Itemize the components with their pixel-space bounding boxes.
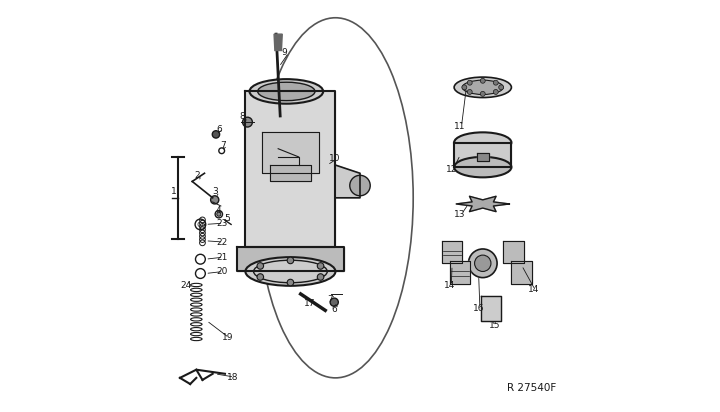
Text: 10: 10 <box>329 154 341 164</box>
Ellipse shape <box>246 257 336 286</box>
Circle shape <box>243 117 253 127</box>
Circle shape <box>330 298 338 306</box>
Circle shape <box>257 263 264 269</box>
Text: 8: 8 <box>239 112 245 121</box>
Circle shape <box>257 274 264 280</box>
Polygon shape <box>237 247 343 272</box>
Circle shape <box>350 176 370 196</box>
Text: 11: 11 <box>454 122 466 131</box>
Polygon shape <box>246 91 336 247</box>
Text: 19: 19 <box>222 333 233 342</box>
Circle shape <box>480 91 485 96</box>
Ellipse shape <box>258 82 315 101</box>
Text: 1: 1 <box>171 187 176 196</box>
Text: 16: 16 <box>472 304 484 313</box>
Polygon shape <box>336 165 360 198</box>
Circle shape <box>318 263 324 269</box>
Text: 4: 4 <box>216 206 222 215</box>
Polygon shape <box>450 261 470 284</box>
Circle shape <box>212 131 220 138</box>
Text: 3: 3 <box>212 187 217 196</box>
Polygon shape <box>270 165 311 181</box>
Polygon shape <box>477 153 489 161</box>
Text: 2: 2 <box>194 171 200 180</box>
Circle shape <box>217 212 221 216</box>
Polygon shape <box>511 261 532 284</box>
Text: 9: 9 <box>282 48 287 57</box>
Polygon shape <box>481 296 501 321</box>
Text: 12: 12 <box>446 165 457 174</box>
Circle shape <box>289 156 300 166</box>
Text: 6: 6 <box>216 124 222 133</box>
Circle shape <box>287 257 294 264</box>
Circle shape <box>493 80 498 85</box>
Ellipse shape <box>462 80 503 94</box>
Circle shape <box>474 255 491 272</box>
Text: 17: 17 <box>304 299 315 308</box>
Text: 14: 14 <box>528 286 539 295</box>
Text: 5: 5 <box>224 214 230 223</box>
Circle shape <box>462 85 467 90</box>
Text: 15: 15 <box>489 321 500 330</box>
Circle shape <box>469 249 497 278</box>
Circle shape <box>211 196 219 204</box>
Polygon shape <box>454 143 511 167</box>
Circle shape <box>287 279 294 286</box>
Ellipse shape <box>454 132 511 153</box>
Polygon shape <box>274 34 282 51</box>
Text: R 27540F: R 27540F <box>508 383 557 393</box>
Polygon shape <box>456 196 509 212</box>
Text: 6: 6 <box>331 304 337 314</box>
Polygon shape <box>262 132 319 173</box>
Text: 7: 7 <box>328 295 333 304</box>
Text: 23: 23 <box>216 219 228 228</box>
Text: 22: 22 <box>216 237 228 246</box>
Circle shape <box>480 78 485 83</box>
Text: 24: 24 <box>181 281 192 290</box>
Circle shape <box>467 89 472 94</box>
Text: 21: 21 <box>216 253 228 262</box>
Ellipse shape <box>454 77 511 98</box>
Circle shape <box>318 274 324 280</box>
Polygon shape <box>503 241 523 263</box>
Text: 20: 20 <box>216 267 228 276</box>
Polygon shape <box>442 241 462 263</box>
Text: 7: 7 <box>220 141 226 150</box>
Circle shape <box>493 89 498 94</box>
Text: 14: 14 <box>444 281 455 290</box>
Ellipse shape <box>250 79 323 104</box>
Text: 18: 18 <box>227 372 238 382</box>
Circle shape <box>467 80 472 85</box>
Ellipse shape <box>454 157 511 177</box>
Circle shape <box>499 85 503 90</box>
Text: 13: 13 <box>454 210 466 219</box>
